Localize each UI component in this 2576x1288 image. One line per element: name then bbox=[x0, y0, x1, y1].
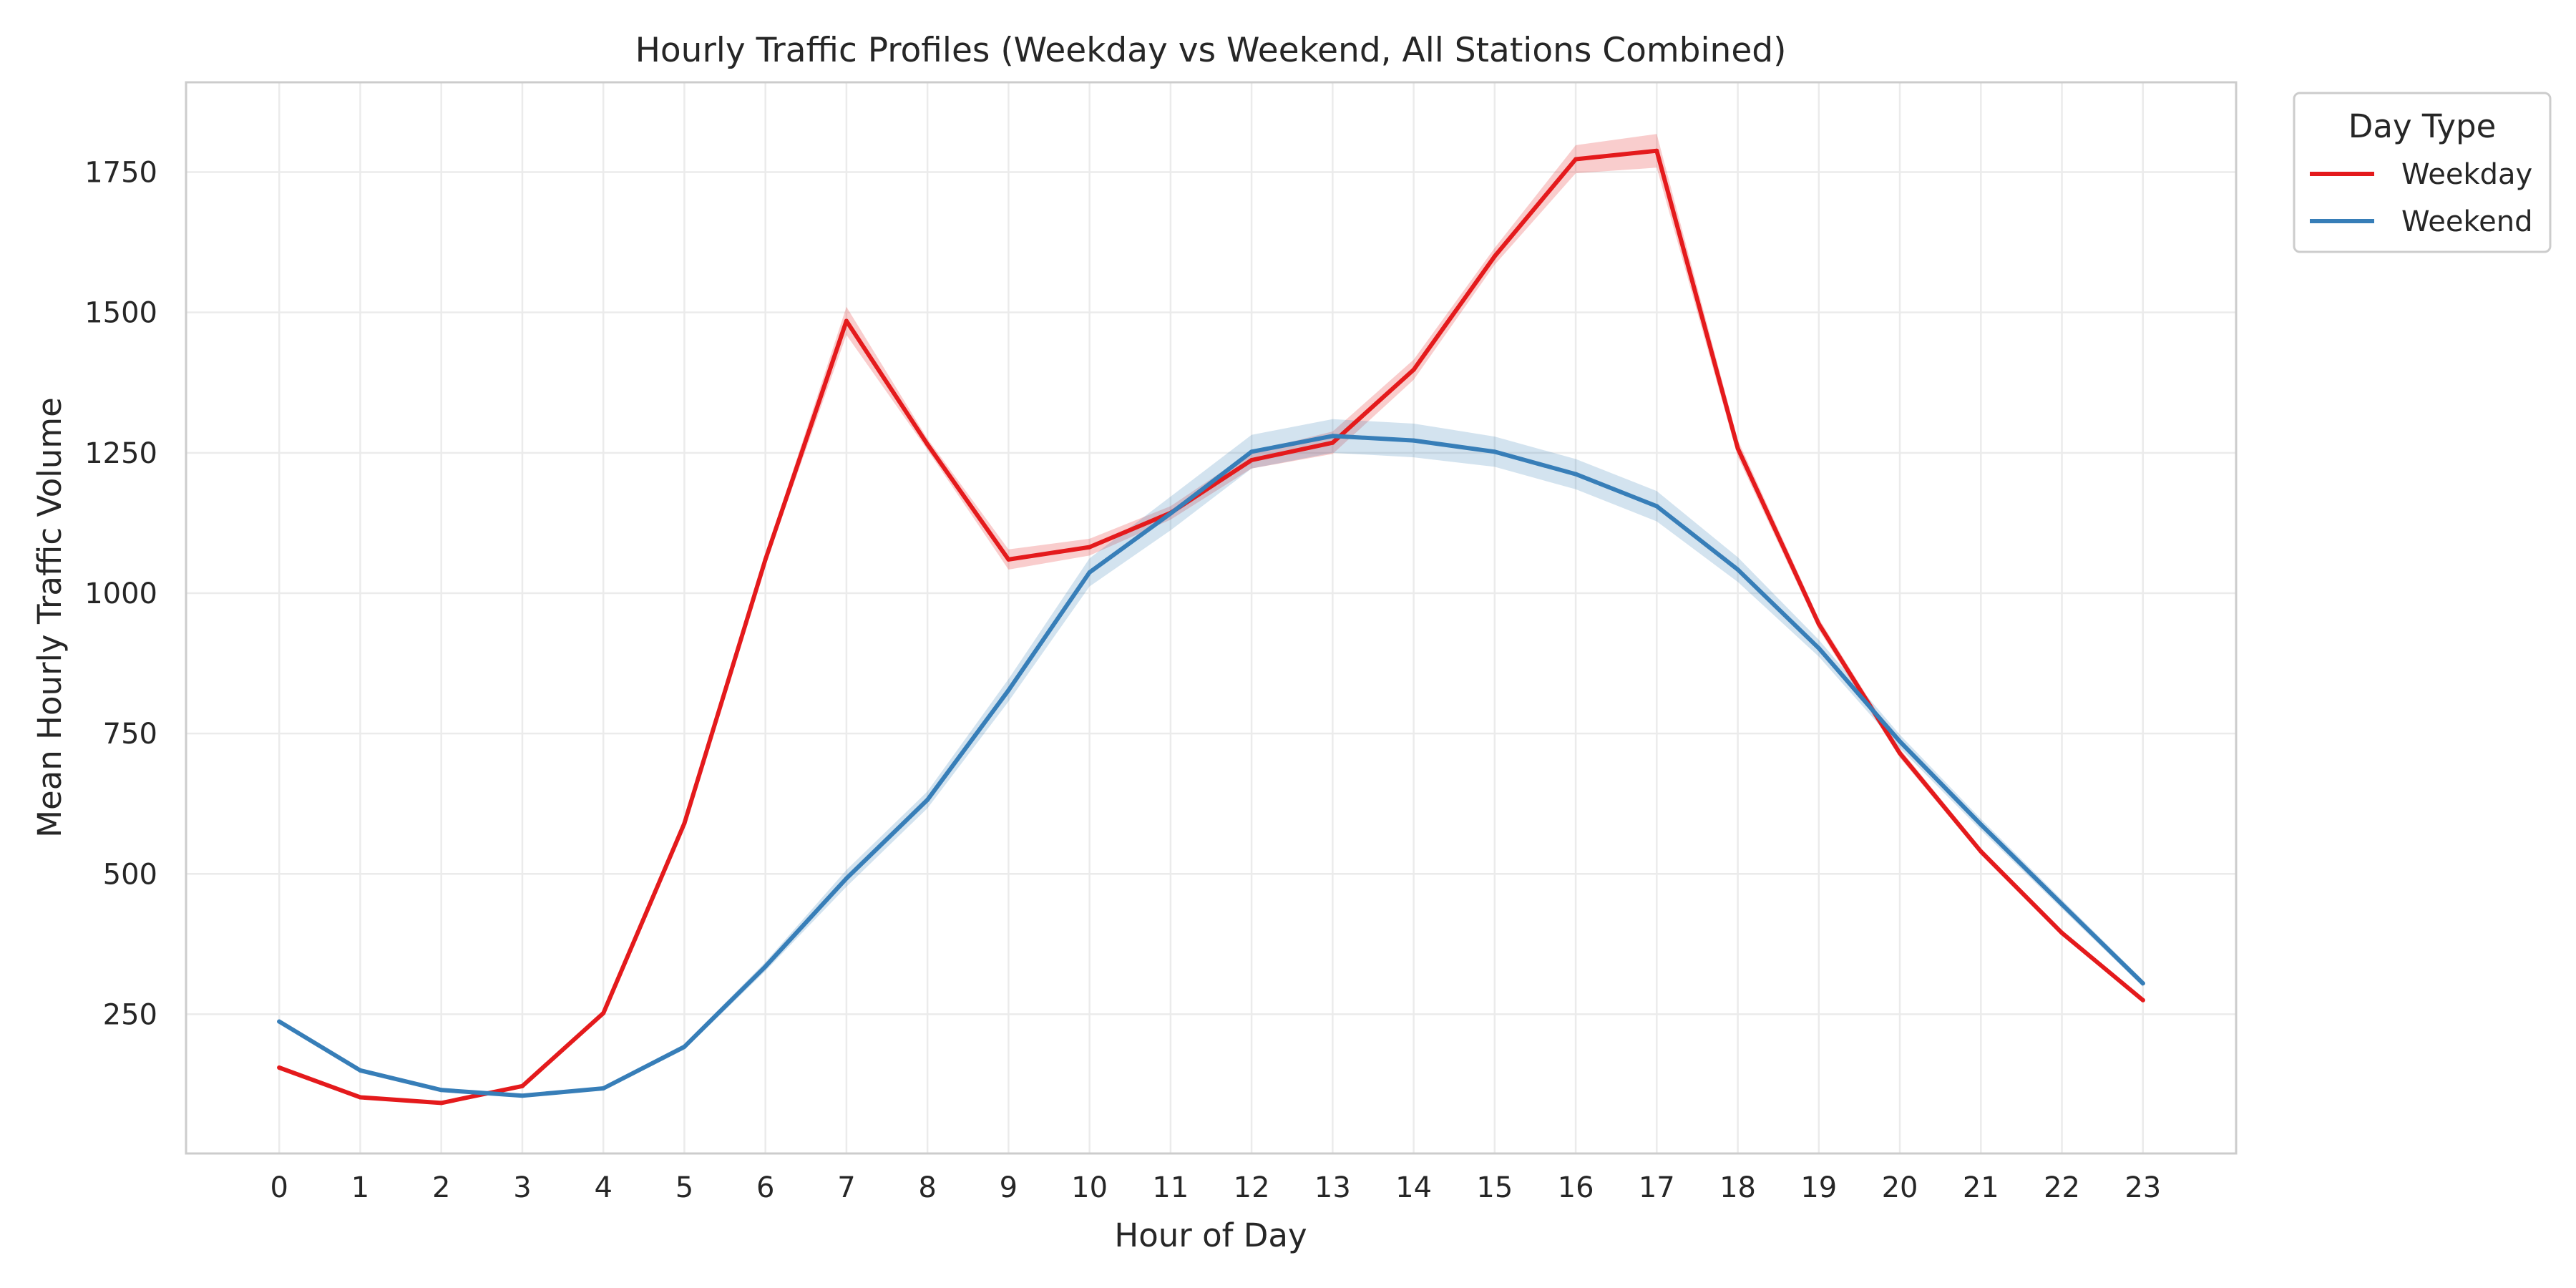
data-point-weekend bbox=[925, 797, 930, 802]
x-axis-label: Hour of Day bbox=[1114, 1216, 1307, 1254]
x-tick-label: 5 bbox=[675, 1171, 693, 1204]
x-tick-label: 0 bbox=[270, 1171, 288, 1204]
data-point-weekday bbox=[1330, 440, 1335, 445]
legend-label-weekday: Weekday bbox=[2401, 158, 2532, 191]
data-point-weekend bbox=[358, 1068, 363, 1073]
data-point-weekend bbox=[2140, 981, 2145, 986]
data-point-weekday bbox=[1492, 254, 1497, 259]
x-tick-label: 16 bbox=[1558, 1171, 1594, 1204]
data-point-weekend bbox=[1492, 449, 1497, 454]
y-tick-label: 750 bbox=[103, 718, 157, 751]
x-tick-label: 22 bbox=[2044, 1171, 2080, 1204]
data-point-weekend bbox=[1168, 511, 1173, 516]
x-tick-label: 12 bbox=[1234, 1171, 1270, 1204]
x-tick-label: 10 bbox=[1071, 1171, 1108, 1204]
data-point-weekday bbox=[1735, 446, 1740, 451]
x-tick-label: 23 bbox=[2124, 1171, 2161, 1204]
x-tick-label: 19 bbox=[1800, 1171, 1837, 1204]
data-point-weekend bbox=[1330, 434, 1335, 439]
data-point-weekend bbox=[763, 964, 768, 969]
data-point-weekend bbox=[1411, 438, 1416, 443]
data-point-weekday bbox=[601, 1010, 606, 1015]
y-axis-label: Mean Hourly Traffic Volume bbox=[31, 397, 69, 838]
plot-frame bbox=[185, 81, 2238, 1155]
series-line-weekend bbox=[277, 434, 2145, 1098]
legend-box bbox=[2293, 92, 2552, 253]
data-point-weekend bbox=[2059, 902, 2064, 907]
x-tick-label: 21 bbox=[1963, 1171, 1999, 1204]
data-point-weekend bbox=[1898, 739, 1902, 744]
data-point-weekday bbox=[1249, 458, 1254, 462]
x-tick-label: 13 bbox=[1314, 1171, 1351, 1204]
data-point-weekday bbox=[277, 1065, 282, 1070]
data-point-weekday bbox=[2059, 930, 2064, 935]
x-tick-label: 8 bbox=[918, 1171, 936, 1204]
x-tick-label: 2 bbox=[432, 1171, 450, 1204]
data-point-weekday bbox=[520, 1083, 525, 1088]
y-tick-labels: 250 500 750 1000 1250 1500 1750 bbox=[84, 157, 157, 1032]
data-point-weekday bbox=[1006, 557, 1011, 562]
x-tick-label: 11 bbox=[1152, 1171, 1189, 1204]
data-point-weekday bbox=[439, 1101, 444, 1106]
data-point-weekday bbox=[1574, 157, 1579, 162]
x-tick-label: 1 bbox=[351, 1171, 369, 1204]
data-point-weekday bbox=[1654, 148, 1659, 153]
y-tick-label: 1500 bbox=[84, 297, 157, 330]
y-tick-label: 500 bbox=[103, 858, 157, 891]
data-point-weekend bbox=[1249, 449, 1254, 454]
data-point-weekday bbox=[1816, 622, 1821, 627]
x-tick-label: 14 bbox=[1395, 1171, 1432, 1204]
data-point-weekday bbox=[844, 318, 849, 323]
x-tick-label: 6 bbox=[756, 1171, 774, 1204]
x-tick-label: 20 bbox=[1882, 1171, 1918, 1204]
data-point-weekend bbox=[277, 1019, 282, 1024]
data-point-weekend bbox=[1654, 504, 1659, 509]
data-point-weekday bbox=[1979, 849, 1984, 854]
data-point-weekday bbox=[682, 821, 687, 826]
y-tick-label: 1750 bbox=[84, 157, 157, 190]
data-point-weekend bbox=[1816, 645, 1821, 650]
data-point-weekday bbox=[763, 557, 768, 562]
legend-title: Day Type bbox=[2348, 107, 2497, 145]
gridlines bbox=[186, 82, 2236, 1153]
x-tick-label: 7 bbox=[837, 1171, 855, 1204]
data-point-weekend bbox=[520, 1093, 525, 1098]
legend: Day Type Weekday Weekend bbox=[2293, 92, 2552, 253]
data-point-weekday bbox=[1411, 367, 1416, 372]
series-lines bbox=[277, 148, 2145, 1106]
y-tick-label: 1250 bbox=[84, 437, 157, 470]
series-line-weekday bbox=[277, 148, 2145, 1106]
data-point-weekday bbox=[2140, 997, 2145, 1002]
data-point-weekend bbox=[1574, 472, 1579, 477]
data-point-weekend bbox=[1087, 570, 1092, 575]
data-point-weekday bbox=[925, 442, 930, 447]
plot-background bbox=[186, 82, 2236, 1153]
x-tick-label: 17 bbox=[1639, 1171, 1675, 1204]
chart-title: Hourly Traffic Profiles (Weekday vs Week… bbox=[635, 31, 1787, 70]
data-point-weekend bbox=[1979, 822, 1984, 827]
data-point-weekend bbox=[844, 876, 849, 881]
data-point-weekend bbox=[601, 1086, 606, 1091]
y-tick-label: 1000 bbox=[84, 577, 157, 610]
data-point-weekend bbox=[1735, 567, 1740, 572]
x-tick-label: 3 bbox=[513, 1171, 531, 1204]
data-point-weekday bbox=[358, 1095, 363, 1100]
x-tick-label: 15 bbox=[1476, 1171, 1513, 1204]
data-point-weekend bbox=[1006, 688, 1011, 693]
x-tick-label: 18 bbox=[1719, 1171, 1756, 1204]
data-point-weekend bbox=[439, 1088, 444, 1093]
data-point-weekday bbox=[1898, 751, 1902, 756]
x-tick-label: 9 bbox=[1000, 1171, 1018, 1204]
y-tick-label: 250 bbox=[103, 998, 157, 1031]
data-point-weekday bbox=[1087, 545, 1092, 550]
legend-label-weekend: Weekend bbox=[2401, 205, 2533, 238]
data-point-weekend bbox=[682, 1044, 687, 1049]
x-tick-labels: 0 1 2 3 4 5 6 7 8 9 10 11 12 13 14 15 16 17 18 19 20 21 22 23 bbox=[270, 1171, 2162, 1204]
x-tick-label: 4 bbox=[594, 1171, 612, 1204]
